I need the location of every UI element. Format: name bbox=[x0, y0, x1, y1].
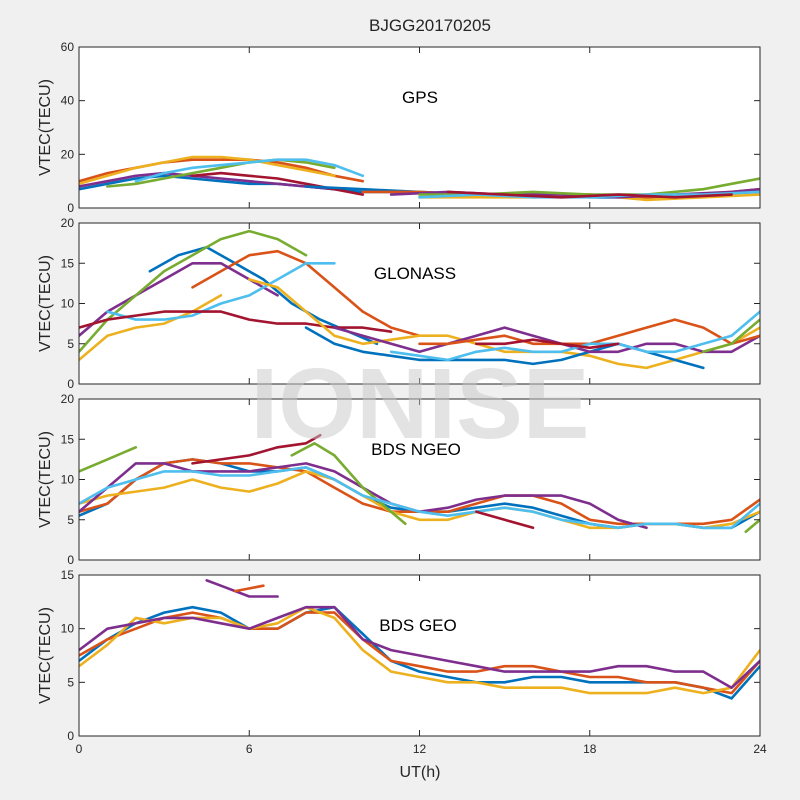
series-line-3 bbox=[79, 262, 279, 337]
y-tick-label: 10 bbox=[61, 297, 75, 311]
panel-label: BDS GEO bbox=[379, 616, 456, 635]
series-group bbox=[79, 229, 760, 370]
plot-area bbox=[79, 223, 760, 384]
y-tick-label: 5 bbox=[67, 513, 74, 527]
y-tick-label: 60 bbox=[61, 40, 75, 54]
series-line-5 bbox=[106, 262, 336, 321]
y-axis-label: VTEC(TECU) bbox=[37, 79, 54, 176]
series-line-6 bbox=[191, 171, 365, 196]
y-tick-label: 20 bbox=[61, 147, 75, 161]
y-tick-label: 15 bbox=[61, 256, 75, 270]
series-group bbox=[79, 433, 760, 534]
series-group bbox=[79, 579, 760, 700]
x-tick-label: 18 bbox=[583, 742, 597, 756]
series-line-4 bbox=[79, 229, 308, 354]
y-axis-label: VTEC(TECU) bbox=[37, 255, 54, 352]
x-tick-label: 12 bbox=[413, 742, 427, 756]
series-line-8 bbox=[475, 510, 535, 530]
series-line-1 bbox=[79, 611, 760, 695]
plot-area bbox=[79, 47, 760, 208]
y-tick-label: 20 bbox=[61, 392, 75, 406]
y-tick-label: 10 bbox=[61, 473, 75, 487]
x-tick-label: 0 bbox=[76, 742, 83, 756]
y-tick-label: 15 bbox=[61, 568, 75, 582]
y-axis-label: VTEC(TECU) bbox=[37, 607, 54, 704]
y-tick-label: 20 bbox=[61, 216, 75, 230]
series-line-4 bbox=[79, 446, 138, 473]
y-axis-label: VTEC(TECU) bbox=[37, 431, 54, 528]
series-line-12 bbox=[418, 190, 760, 199]
y-tick-label: 5 bbox=[67, 675, 74, 689]
series-line-6 bbox=[79, 466, 760, 530]
series-line-5 bbox=[134, 158, 365, 183]
series-line-13 bbox=[446, 190, 733, 199]
series-line-4 bbox=[106, 158, 336, 188]
series-line-11 bbox=[389, 310, 760, 362]
y-tick-label: 0 bbox=[67, 729, 74, 743]
series-line-2 bbox=[79, 294, 223, 362]
panel-glonass: 0 5 10 15 20 VTEC(TECU) GLONASS bbox=[37, 216, 761, 391]
series-line-12 bbox=[475, 338, 620, 350]
series-group bbox=[79, 155, 760, 202]
x-tick-label: 6 bbox=[246, 742, 253, 756]
x-axis-label: UT(h) bbox=[400, 764, 441, 781]
watermark: IONISE bbox=[251, 348, 590, 460]
y-tick-label: 5 bbox=[67, 337, 74, 351]
y-tick-label: 10 bbox=[61, 622, 75, 636]
series-line-2 bbox=[79, 155, 336, 186]
panel-label: GLONASS bbox=[374, 264, 456, 283]
y-tick-label: 15 bbox=[61, 432, 75, 446]
panel-bds-geo: 0 5 10 15 0 6 12 18 24 VTEC(TECU) BDS GEO bbox=[37, 568, 767, 756]
panel-label: BDS NGEO bbox=[371, 440, 461, 459]
series-line-9 bbox=[744, 518, 760, 534]
series-line-7 bbox=[191, 433, 322, 465]
y-tick-label: 0 bbox=[67, 553, 74, 567]
panel-gps: 0 20 40 60 VTEC(TECU) GPS bbox=[37, 40, 761, 215]
series-line-4 bbox=[79, 605, 760, 689]
series-line-3 bbox=[79, 171, 336, 191]
series-line-5 bbox=[290, 442, 407, 526]
panel-bds-ngeo: 0 5 10 15 20 VTEC(TECU) BDS NGEO bbox=[37, 392, 761, 567]
y-tick-label: 0 bbox=[67, 377, 74, 391]
y-tick-label: 0 bbox=[67, 201, 74, 215]
y-tick-label: 40 bbox=[61, 94, 75, 108]
series-line-5 bbox=[233, 584, 265, 593]
panel-label: GPS bbox=[402, 88, 438, 107]
figure-title: BJGG20170205 bbox=[369, 16, 491, 35]
series-line-13 bbox=[702, 318, 760, 354]
x-tick-label: 24 bbox=[753, 742, 767, 756]
